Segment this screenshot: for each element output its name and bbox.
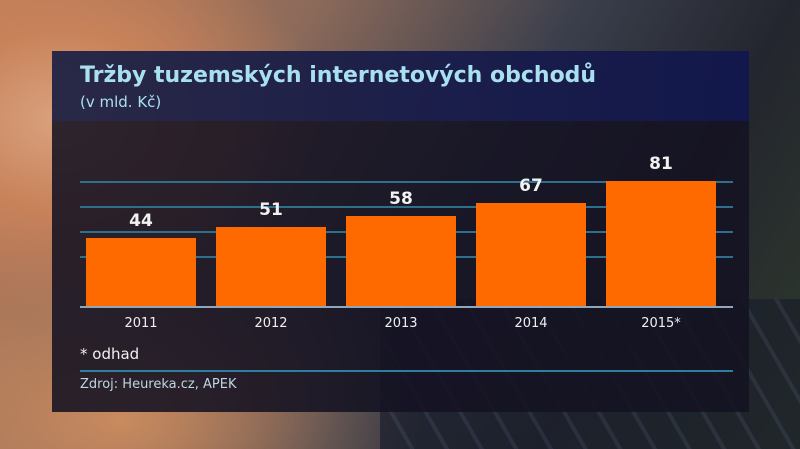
bar-value-label: 67 (519, 176, 543, 196)
bar-2013 (346, 216, 456, 306)
bar-value-label: 44 (129, 211, 153, 231)
bar-2012 (216, 227, 326, 306)
x-tick-label: 2011 (124, 316, 158, 331)
source-text: Zdroj: Heureka.cz, APEK (80, 377, 237, 392)
x-tick-label: 2015* (641, 316, 681, 331)
x-tick-label: 2014 (514, 316, 548, 331)
chart-subtitle: (v mld. Kč) (80, 93, 162, 111)
x-axis-baseline (80, 306, 733, 308)
bar-value-label: 51 (259, 200, 283, 220)
gridline (80, 206, 733, 208)
gridline (80, 181, 733, 183)
x-tick-label: 2013 (384, 316, 418, 331)
footnote: * odhad (80, 345, 140, 363)
bar-2014 (476, 203, 586, 306)
chart-title: Tržby tuzemských internetových obchodů (80, 63, 597, 88)
plot-area: 44 2011 51 2012 58 2013 67 2014 81 2015* (52, 121, 749, 331)
bar-2011 (86, 238, 196, 306)
divider (80, 370, 733, 372)
x-tick-label: 2012 (254, 316, 288, 331)
chart-header: Tržby tuzemských internetových obchodů (… (52, 51, 749, 121)
bar-value-label: 81 (649, 154, 673, 174)
chart-panel: Tržby tuzemských internetových obchodů (… (52, 51, 749, 412)
bar-2015* (606, 181, 716, 306)
bar-value-label: 58 (389, 189, 413, 209)
